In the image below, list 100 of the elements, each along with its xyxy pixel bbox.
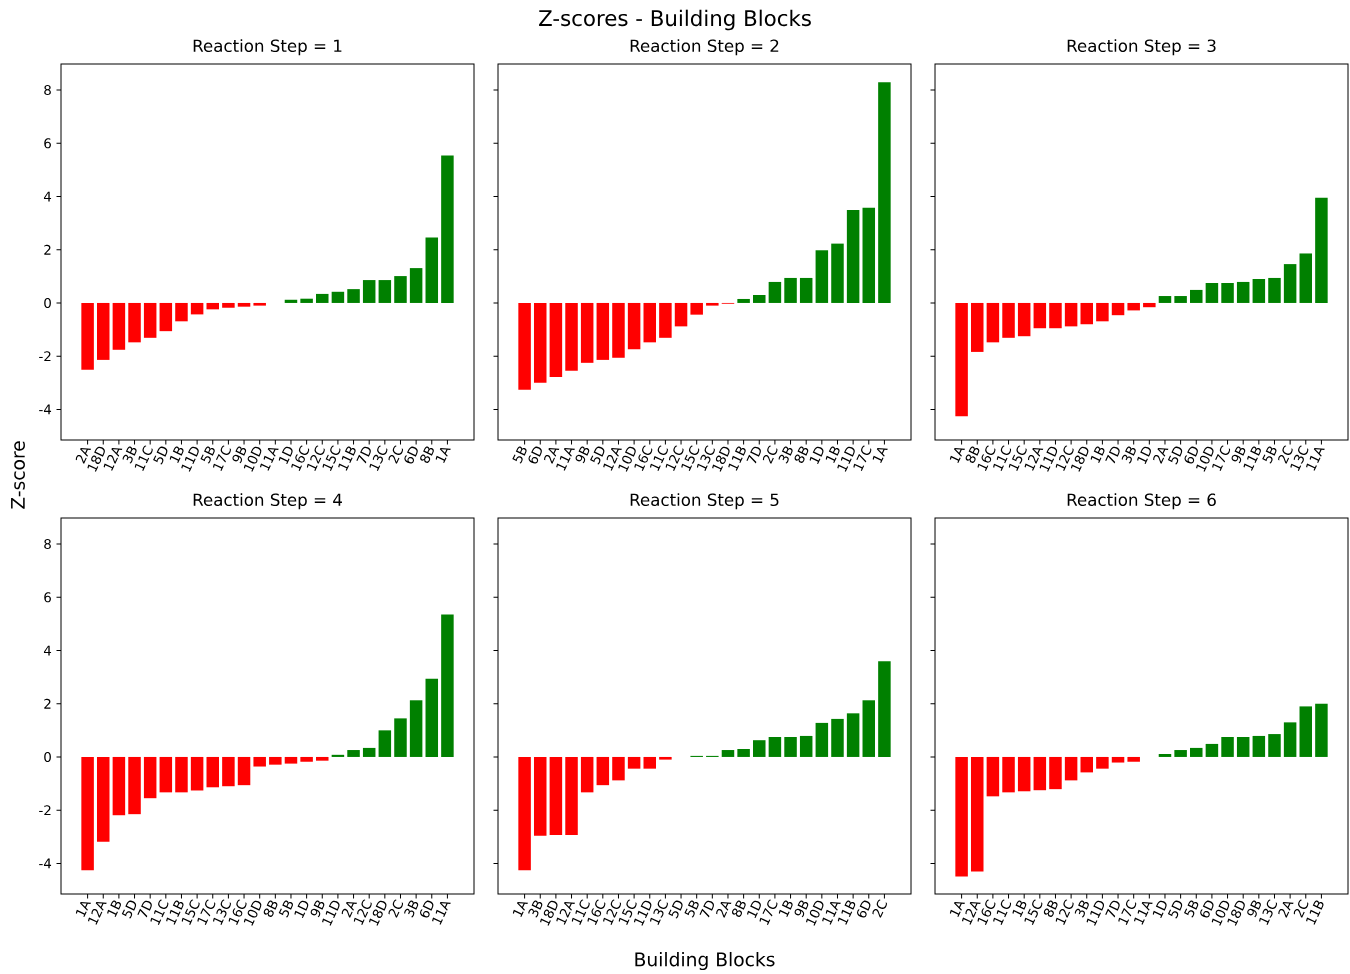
bar bbox=[799, 735, 813, 757]
bar bbox=[753, 739, 766, 757]
y-tick-label: 0 bbox=[44, 297, 51, 308]
bar bbox=[1158, 295, 1172, 303]
x-tick-label: 11A bbox=[259, 447, 279, 471]
bar bbox=[1205, 282, 1219, 303]
bar bbox=[1174, 295, 1187, 303]
x-tick-label: 5D bbox=[1167, 900, 1183, 919]
x-tick-label: 2C bbox=[872, 899, 887, 918]
bar bbox=[1127, 302, 1140, 311]
bar bbox=[269, 756, 282, 765]
x-tick-label: 2A bbox=[1153, 447, 1169, 464]
bar bbox=[237, 756, 251, 785]
bar bbox=[190, 756, 204, 791]
bar bbox=[1080, 756, 1094, 773]
bar bbox=[580, 302, 594, 363]
bar bbox=[300, 298, 313, 303]
bar bbox=[237, 302, 251, 307]
bar bbox=[533, 756, 547, 836]
bar bbox=[1268, 277, 1281, 303]
bar bbox=[1080, 302, 1094, 325]
bar bbox=[222, 302, 235, 308]
bar bbox=[659, 756, 672, 760]
x-tick-label: 17C bbox=[759, 899, 778, 925]
bar bbox=[737, 748, 750, 757]
x-tick-label: 1D bbox=[809, 446, 824, 464]
bar bbox=[784, 736, 797, 757]
bar bbox=[206, 756, 220, 788]
bar bbox=[253, 756, 266, 767]
bar bbox=[1236, 736, 1250, 757]
bar bbox=[970, 302, 984, 352]
bar bbox=[81, 756, 94, 871]
bar bbox=[627, 756, 641, 769]
bar bbox=[409, 267, 423, 303]
x-tick-label: 7D bbox=[746, 446, 761, 464]
x-tick-label: 3B bbox=[1121, 446, 1136, 464]
x-tick-label: 3B bbox=[778, 446, 793, 464]
bar bbox=[441, 155, 454, 303]
bar bbox=[128, 302, 141, 343]
bar bbox=[737, 298, 750, 303]
bar bbox=[112, 756, 126, 815]
bar bbox=[768, 736, 782, 757]
y-tick-label: 2 bbox=[44, 698, 51, 709]
chart-title: Reaction Step = 2 bbox=[630, 38, 779, 56]
chart-title: Reaction Step = 1 bbox=[193, 38, 342, 56]
bar bbox=[1283, 263, 1297, 303]
bar bbox=[955, 756, 968, 877]
x-tick-label: 9B bbox=[1247, 900, 1261, 917]
x-tick-label: 1D bbox=[1137, 446, 1151, 464]
x-tick-label: 5B bbox=[1262, 446, 1277, 464]
bar bbox=[533, 302, 547, 383]
bar bbox=[674, 302, 688, 327]
bar bbox=[175, 302, 188, 322]
bar bbox=[1221, 736, 1234, 757]
x-tick-label: 1A bbox=[949, 447, 965, 463]
bar bbox=[596, 302, 610, 360]
bar bbox=[643, 756, 657, 769]
bar bbox=[549, 756, 563, 835]
bar bbox=[659, 302, 672, 338]
y-tick-label: 6 bbox=[44, 592, 51, 603]
chart-title: Reaction Step = 3 bbox=[1067, 38, 1216, 56]
x-tick-label: 9B bbox=[575, 446, 590, 463]
y-tick-label: 2 bbox=[44, 244, 51, 255]
x-tick-label: 6D bbox=[404, 446, 418, 464]
x-tick-label: 7D bbox=[137, 900, 152, 918]
x-tick-label: 5D bbox=[153, 446, 168, 465]
x-tick-label: 13C bbox=[369, 445, 388, 471]
bar bbox=[425, 237, 439, 303]
x-tick-label: 11C bbox=[134, 445, 153, 471]
x-tick-label: 10D bbox=[1211, 900, 1230, 926]
bar bbox=[878, 660, 891, 757]
bar bbox=[1190, 747, 1203, 757]
bar bbox=[986, 302, 1000, 343]
x-tick-label: 5B bbox=[1183, 900, 1199, 918]
bar bbox=[970, 756, 984, 872]
bar bbox=[862, 207, 876, 303]
bar bbox=[96, 302, 110, 360]
bar bbox=[1002, 302, 1015, 338]
x-tick-label: 8B bbox=[732, 900, 746, 917]
y-tick-label: -4 bbox=[39, 858, 52, 869]
x-tick-label: 1D bbox=[278, 446, 293, 464]
bar bbox=[518, 302, 531, 390]
bar bbox=[721, 749, 735, 757]
bar bbox=[518, 756, 531, 871]
bar bbox=[1252, 735, 1266, 757]
bar bbox=[1158, 753, 1172, 757]
y-tick-label: -2 bbox=[39, 804, 51, 815]
bar bbox=[143, 302, 157, 338]
bar bbox=[441, 614, 454, 757]
x-tick-label: 5D bbox=[1167, 446, 1183, 465]
bar bbox=[284, 756, 298, 764]
x-tick-label: 16C bbox=[291, 445, 310, 471]
x-tick-label: 2A bbox=[716, 901, 732, 918]
bar bbox=[81, 302, 94, 370]
bar bbox=[1252, 278, 1266, 303]
bar bbox=[1033, 756, 1047, 790]
bar bbox=[222, 756, 235, 786]
bar bbox=[394, 718, 407, 757]
y-tick-label: -2 bbox=[39, 350, 51, 361]
x-tick-label: 6D bbox=[1184, 446, 1198, 464]
